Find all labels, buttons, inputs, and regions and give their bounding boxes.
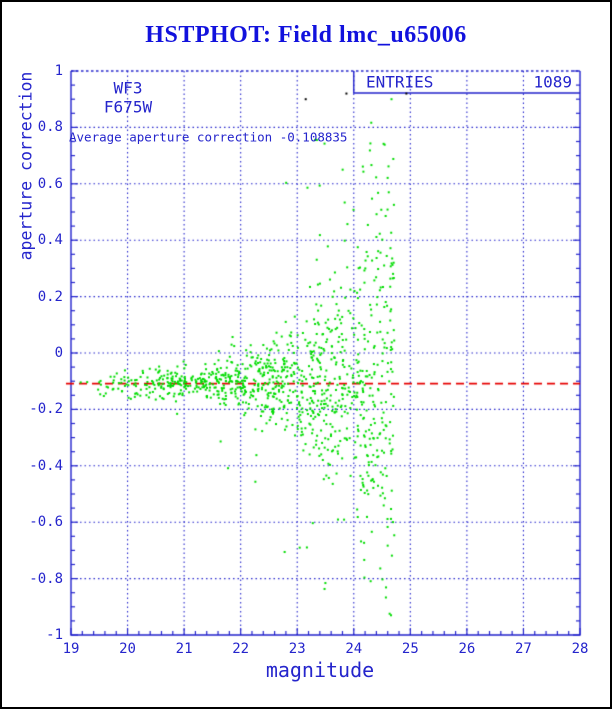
average-correction-annotation: Average aperture correction -0.108835 — [69, 129, 348, 145]
x-tick-label: 26 — [458, 641, 476, 657]
x-tick-label: 28 — [571, 641, 589, 657]
entries-label: ENTRIES — [366, 72, 434, 92]
x-axis-title: magnitude — [265, 658, 375, 682]
x-tick-label: 21 — [175, 641, 193, 657]
y-tick-label: -0.2 — [29, 401, 63, 418]
y-tick-label: 0 — [54, 345, 63, 361]
y-tick-label: -1 — [46, 627, 63, 643]
x-tick-label: 22 — [232, 641, 250, 657]
y-axis-title: aperture correction — [16, 71, 36, 261]
filter-label: F675W — [103, 97, 153, 117]
y-tick-label: -0.6 — [29, 514, 63, 531]
x-tick-label: 24 — [345, 641, 363, 657]
y-tick-label: 0.4 — [37, 232, 63, 249]
x-tick-label: 27 — [515, 641, 532, 657]
y-tick-label: -0.4 — [29, 457, 63, 474]
x-tick-label: 20 — [119, 641, 136, 657]
x-tick-label: 23 — [288, 641, 306, 657]
page-title: HSTPHOT: Field lmc_u65006 — [145, 22, 467, 48]
x-tick-label: 25 — [401, 641, 419, 657]
y-tick-label: 0.6 — [37, 175, 63, 192]
y-tick-label: 0.2 — [37, 288, 63, 305]
x-tick-label: 19 — [62, 641, 80, 657]
y-tick-label: -0.8 — [29, 570, 63, 587]
y-tick-label: 1 — [54, 63, 63, 79]
entries-value: 1089 — [533, 72, 572, 92]
camera-label: WF3 — [113, 78, 143, 98]
y-tick-label: 0.8 — [37, 119, 63, 136]
